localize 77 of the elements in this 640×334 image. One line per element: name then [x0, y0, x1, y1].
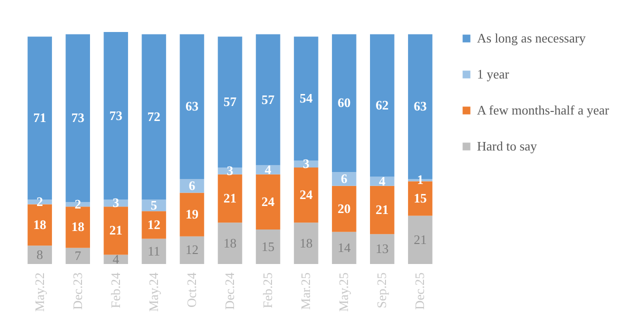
data-label: 19: [185, 206, 199, 222]
bar: [370, 186, 394, 234]
bar: [370, 34, 394, 177]
data-label: 11: [148, 243, 160, 258]
data-label: 21: [376, 202, 389, 218]
data-label: 4: [112, 251, 120, 266]
bar: [218, 174, 242, 223]
bar: [332, 172, 356, 186]
bar: [180, 192, 204, 236]
data-label: 71: [33, 110, 46, 126]
data-label: 15: [262, 238, 275, 254]
bar: [142, 200, 166, 212]
data-label: 20: [338, 200, 351, 216]
bar: [256, 174, 280, 230]
bar: [294, 222, 318, 264]
data-label: 4: [378, 173, 386, 188]
bar: [256, 230, 280, 264]
legend-label: A few months-half a year: [477, 102, 610, 118]
bar: [332, 232, 356, 264]
data-label: 6: [340, 171, 348, 186]
bar: [104, 206, 128, 255]
bar: [66, 206, 90, 248]
data-label: 12: [185, 242, 198, 258]
bar: [66, 248, 90, 264]
bar: [28, 204, 52, 246]
bar: [142, 238, 166, 264]
bar: [180, 236, 204, 264]
data-label: 18: [300, 235, 313, 250]
bar: [370, 234, 394, 264]
data-label: 21: [109, 222, 122, 238]
legend-label: As long as necessary: [477, 30, 586, 46]
data-label: 21: [224, 190, 236, 206]
data-label: 5: [150, 197, 158, 212]
data-label: 3: [302, 156, 310, 172]
data-label: 8: [36, 246, 44, 262]
bar: [218, 36, 242, 168]
bar: [294, 168, 318, 223]
bar: [218, 222, 242, 264]
data-label: 3: [112, 195, 120, 210]
data-label: 14: [338, 240, 352, 255]
data-label: 4: [264, 162, 272, 177]
data-label: 18: [224, 235, 236, 250]
data-label: 72: [147, 108, 160, 124]
data-label: 13: [376, 241, 389, 256]
data-label: 60: [338, 95, 351, 110]
data-label: 63: [414, 98, 428, 114]
bar: [142, 211, 166, 239]
data-label: 24: [262, 194, 276, 209]
data-label: 21: [414, 232, 427, 247]
data-label: 24: [300, 187, 314, 202]
bar: [332, 34, 356, 172]
data-label: 57: [262, 92, 276, 107]
bar: [180, 34, 204, 180]
bar: [104, 32, 128, 200]
legend-label: 1 year: [477, 66, 510, 82]
bar: [294, 36, 318, 161]
data-label: 15: [414, 190, 428, 206]
bar: [408, 216, 432, 264]
bar: [142, 34, 166, 200]
data-label: 57: [224, 94, 237, 110]
data-label: 18: [33, 216, 47, 232]
bar: [370, 176, 394, 186]
bar: [332, 186, 356, 232]
data-label: 62: [376, 98, 389, 113]
data-label: 7: [74, 248, 82, 263]
data-label: 6: [188, 178, 196, 193]
data-label: 18: [71, 219, 85, 234]
legend-label: Hard to say: [477, 138, 538, 154]
data-label: 1: [416, 172, 424, 188]
data-label: 54: [300, 90, 314, 106]
data-label: 73: [71, 110, 85, 126]
data-label: 12: [147, 216, 160, 232]
bar: [256, 34, 280, 166]
bar: [28, 246, 52, 264]
data-label: 73: [109, 108, 123, 123]
data-label: 63: [185, 98, 199, 114]
data-label: 3: [226, 162, 234, 178]
